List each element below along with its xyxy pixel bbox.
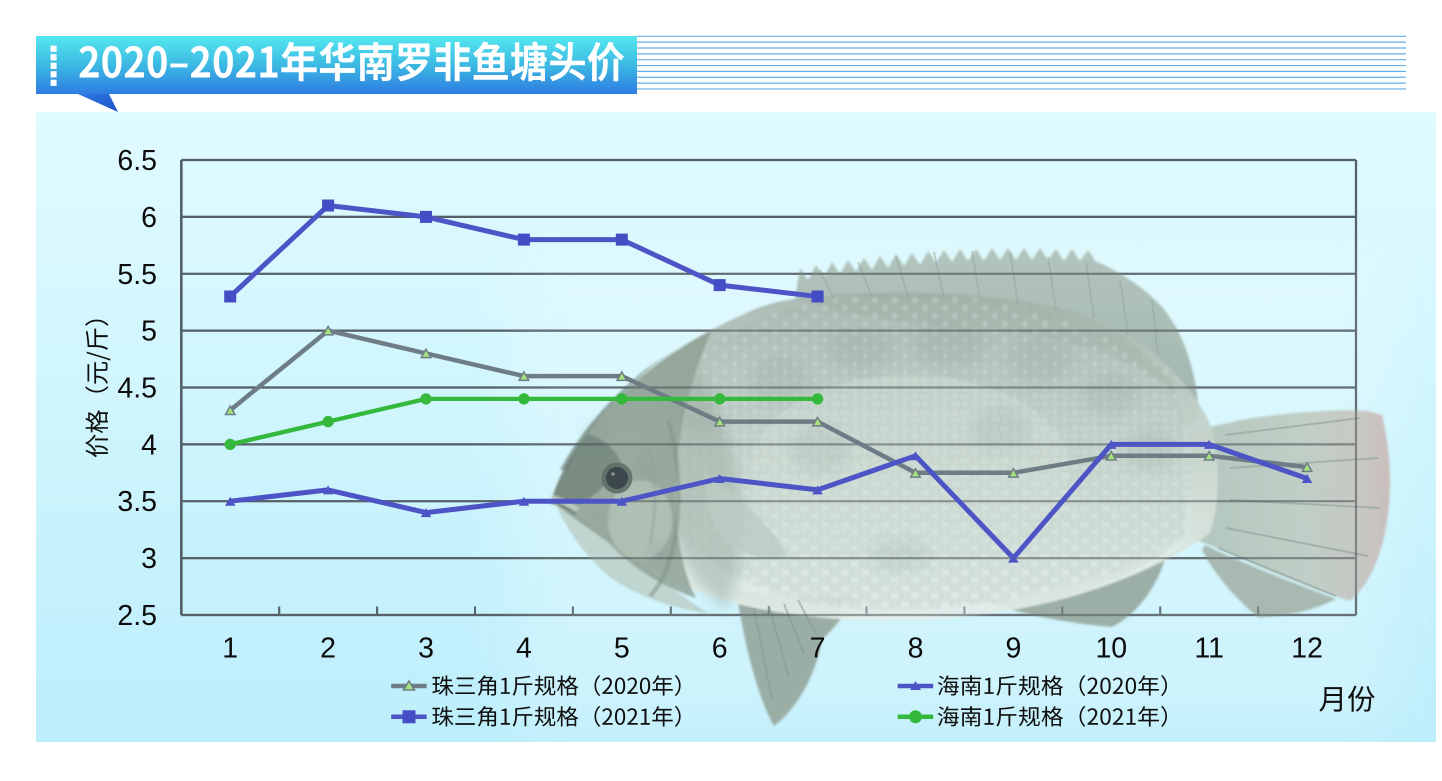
svg-text:4: 4 <box>516 633 532 665</box>
svg-text:6: 6 <box>141 202 157 234</box>
svg-text:11: 11 <box>1194 633 1224 665</box>
svg-text:3.5: 3.5 <box>117 486 157 518</box>
svg-text:5.5: 5.5 <box>117 259 157 291</box>
svg-text:6.5: 6.5 <box>117 145 157 177</box>
svg-text:3: 3 <box>141 543 157 575</box>
svg-text:9: 9 <box>1005 633 1021 665</box>
svg-text:3: 3 <box>418 633 434 665</box>
svg-text:2: 2 <box>320 633 336 665</box>
svg-text:2.5: 2.5 <box>117 600 157 632</box>
svg-text:8: 8 <box>908 633 924 665</box>
svg-text:5: 5 <box>141 316 157 348</box>
svg-text:7: 7 <box>810 633 826 665</box>
svg-text:1: 1 <box>222 633 238 665</box>
svg-text:5: 5 <box>614 633 630 665</box>
svg-text:10: 10 <box>1095 633 1127 665</box>
svg-text:4: 4 <box>141 429 157 461</box>
svg-text:4.5: 4.5 <box>117 373 157 405</box>
svg-text:12: 12 <box>1291 633 1323 665</box>
svg-text:6: 6 <box>712 633 728 665</box>
